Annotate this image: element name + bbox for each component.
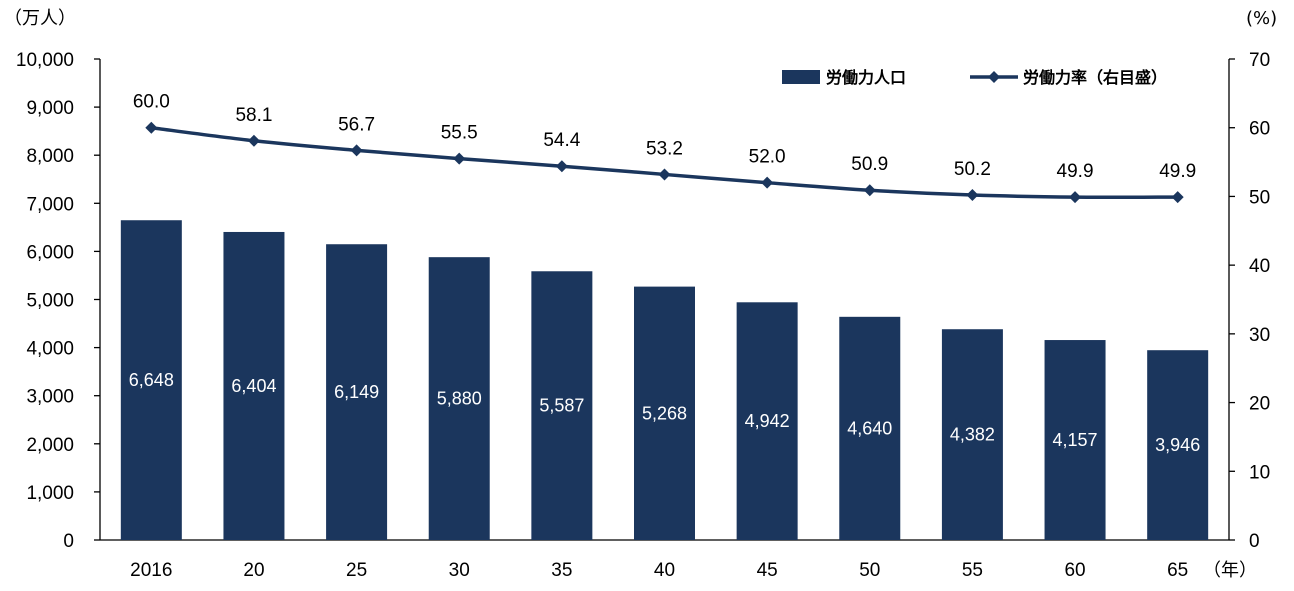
line-value-label: 52.0 xyxy=(749,147,786,168)
bar-value-label: 4,640 xyxy=(847,418,892,438)
bar xyxy=(1147,350,1209,540)
x-axis-unit: （年） xyxy=(1203,560,1257,581)
left-tick-label: 5,000 xyxy=(26,291,74,312)
left-tick-label: 0 xyxy=(63,531,74,552)
bar xyxy=(120,220,182,540)
right-tick-label: 70 xyxy=(1249,50,1270,71)
right-tick-label: 0 xyxy=(1249,531,1260,552)
right-axis-unit: (%) xyxy=(1246,8,1277,29)
line-point xyxy=(1069,191,1082,204)
line-point xyxy=(247,134,260,147)
bar xyxy=(428,257,490,540)
line-point xyxy=(555,160,568,173)
left-tick-label: 9,000 xyxy=(26,98,74,119)
right-tick-label: 10 xyxy=(1249,462,1270,483)
bar xyxy=(531,271,593,540)
line-series xyxy=(145,121,1184,204)
line-value-label: 55.5 xyxy=(441,123,478,144)
bar xyxy=(736,302,798,540)
bar-value-label: 3,946 xyxy=(1155,435,1200,455)
x-tick-label: 50 xyxy=(859,560,880,581)
left-tick-label: 6,000 xyxy=(26,242,74,263)
line-value-label: 54.4 xyxy=(543,130,580,151)
bar-value-label: 5,587 xyxy=(539,396,584,416)
left-tick-label: 8,000 xyxy=(26,146,74,167)
line-point xyxy=(863,184,876,197)
line-point xyxy=(761,176,774,189)
bar-value-label: 6,404 xyxy=(231,376,276,396)
line-value-label: 50.2 xyxy=(954,159,991,180)
line-point xyxy=(350,144,363,157)
legend-bar-swatch xyxy=(782,70,820,84)
x-tick-label: 40 xyxy=(654,560,675,581)
bar-value-label: 4,942 xyxy=(745,411,790,431)
bar-series xyxy=(120,220,1209,541)
legend-bar-label: 労働力人口 xyxy=(826,68,906,87)
bar xyxy=(1044,340,1106,540)
x-tick-label: 20 xyxy=(243,560,264,581)
legend-line-label: 労働力率（右目盛） xyxy=(1023,68,1167,87)
bar-value-label: 5,268 xyxy=(642,403,687,423)
right-tick-label: 60 xyxy=(1249,119,1270,140)
line-value-label: 50.9 xyxy=(851,154,888,175)
x-tick-label: 60 xyxy=(1064,560,1085,581)
bar xyxy=(223,231,285,541)
x-tick-label: 2016 xyxy=(130,560,172,581)
bar-value-label: 5,880 xyxy=(437,389,482,409)
line-value-label: 60.0 xyxy=(133,92,170,113)
right-tick-label: 20 xyxy=(1249,394,1270,415)
line-value-label: 49.9 xyxy=(1057,161,1094,182)
right-tick-label: 50 xyxy=(1249,187,1270,208)
left-tick-label: 7,000 xyxy=(26,194,74,215)
line-point xyxy=(966,189,979,202)
x-tick-label: 30 xyxy=(449,560,470,581)
bar xyxy=(839,316,901,540)
right-tick-label: 40 xyxy=(1249,256,1270,277)
left-axis-unit: （万人） xyxy=(4,8,76,29)
x-tick-label: 35 xyxy=(551,560,572,581)
x-tick-label: 55 xyxy=(962,560,983,581)
line-value-label: 53.2 xyxy=(646,138,683,159)
left-tick-label: 10,000 xyxy=(16,50,74,71)
bar xyxy=(941,329,1003,540)
line-value-label: 58.1 xyxy=(235,105,272,126)
left-tick-label: 2,000 xyxy=(26,435,74,456)
line-point xyxy=(1171,191,1184,204)
right-tick-label: 30 xyxy=(1249,325,1270,346)
line-value-label: 49.9 xyxy=(1159,161,1196,182)
line-point xyxy=(658,168,671,181)
legend-line-marker xyxy=(988,71,1000,83)
bar-value-label: 6,648 xyxy=(129,370,174,390)
left-tick-label: 1,000 xyxy=(26,483,74,504)
legend: 労働力人口 労働力率（右目盛） xyxy=(782,68,1167,87)
bar-value-label: 4,382 xyxy=(950,425,995,445)
x-tick-label: 25 xyxy=(346,560,367,581)
line-point xyxy=(453,152,466,165)
bar-value-label: 4,157 xyxy=(1053,430,1098,450)
x-tick-label: 65 xyxy=(1167,560,1188,581)
x-tick-label: 45 xyxy=(757,560,778,581)
left-tick-label: 3,000 xyxy=(26,387,74,408)
line-value-label: 56.7 xyxy=(338,114,375,135)
bar-value-label: 6,149 xyxy=(334,382,379,402)
data-labels: 6,648 6,404 6,149 5,880 5,587 5,268 4,942 4,640… xyxy=(129,92,1200,455)
axes: 0 1,000 2,000 3,000 4,000 5,000 6,000 7,000 8,00… xyxy=(16,50,1270,581)
left-tick-label: 4,000 xyxy=(26,339,74,360)
bar xyxy=(634,286,695,540)
line-point xyxy=(145,121,158,134)
bar xyxy=(326,244,388,540)
